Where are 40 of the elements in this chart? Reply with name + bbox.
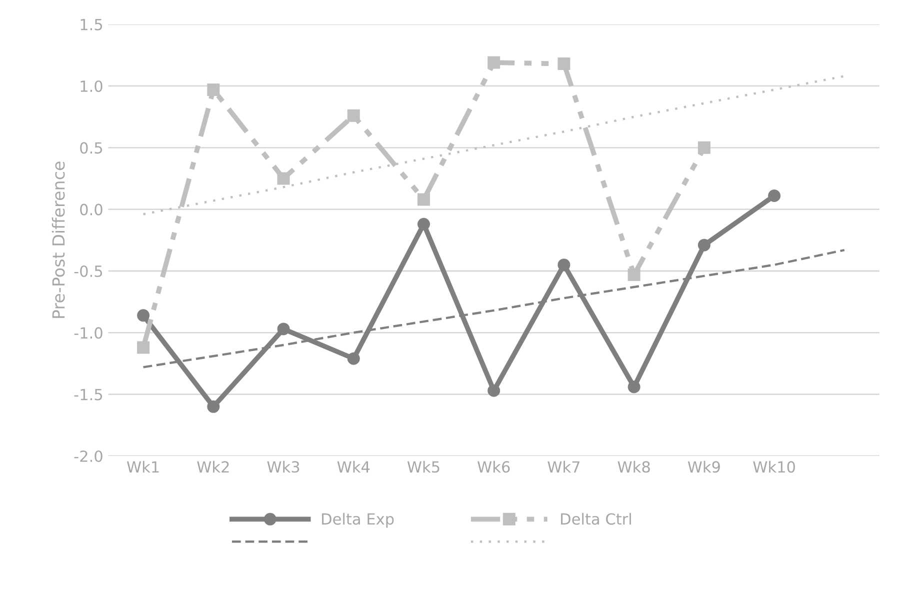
x-tick-label: Wk10	[753, 460, 795, 473]
point	[137, 309, 150, 322]
x-tick-label: Wk7	[548, 460, 580, 472]
y-tick-label: 1.0	[80, 80, 102, 92]
point	[698, 238, 710, 252]
x-tick-label: Wk4	[337, 460, 370, 472]
point	[628, 268, 640, 281]
point	[347, 109, 360, 122]
y-tick-label: -1.5	[74, 388, 102, 400]
x-tick-label: Wk6	[478, 460, 510, 473]
legend-label: Delta Exp	[322, 512, 394, 528]
point	[488, 384, 500, 397]
y-tick-label: 0.5	[80, 142, 102, 154]
y-tick-label: -1.0	[74, 327, 102, 339]
x-tick-label: Wk9	[688, 460, 720, 473]
point	[277, 322, 290, 336]
y-tick-label: -0.5	[74, 265, 102, 278]
y-tick-label: 0.0	[80, 204, 102, 216]
y-tick-label: -2.0	[74, 450, 102, 462]
y-axis-title: Pre-Post Difference	[52, 162, 65, 318]
point	[558, 258, 570, 272]
point	[137, 341, 150, 354]
x-tick-label: Wk5	[407, 460, 440, 473]
point	[768, 190, 781, 202]
x-tick-label: Wk1	[126, 460, 159, 472]
x-tick-label: Wk3	[267, 460, 300, 473]
point	[488, 56, 500, 69]
point	[207, 83, 220, 96]
point	[417, 218, 430, 230]
point	[277, 172, 290, 185]
point	[417, 193, 430, 206]
point	[628, 380, 640, 394]
x-tick-label: Wk8	[618, 460, 650, 473]
x-tick-label: Wk2	[197, 460, 229, 472]
point	[207, 400, 220, 413]
point	[698, 141, 710, 154]
y-tick-label: 1.5	[80, 18, 102, 30]
legend-label: Delta Ctrl	[561, 512, 631, 525]
point	[558, 58, 570, 70]
point	[347, 352, 360, 365]
